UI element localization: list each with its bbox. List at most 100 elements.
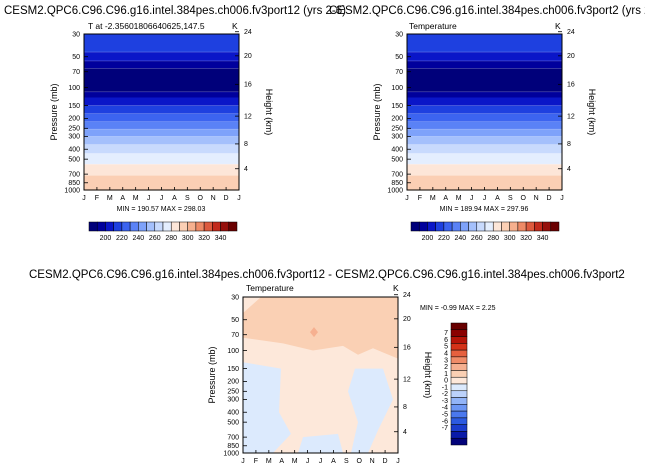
x-tick-label: S — [508, 195, 513, 202]
colorbar-swatch — [418, 221, 428, 232]
field-band — [407, 105, 562, 115]
colorbar-label: 280 — [487, 235, 499, 242]
panel-3: CESM2.QPC6.C96.C96.g16.intel.384pes.ch00… — [29, 269, 625, 465]
x-tick-label: M — [430, 195, 436, 202]
panel-3-ylabel: Pressure (mb) — [207, 346, 217, 403]
x-tick-label: M — [292, 458, 298, 465]
y-tick-label: 50 — [231, 317, 239, 324]
panel-1: CESM2.QPC6.C96.C96.g16.intel.384pes.ch00… — [4, 5, 346, 242]
y-right-tick-label: 12 — [403, 376, 411, 383]
y-tick-label: 200 — [227, 379, 239, 386]
colorbar-swatch — [450, 329, 468, 337]
colorbar-label: 200 — [422, 235, 434, 242]
y-right-tick-label: 20 — [244, 53, 252, 60]
colorbar-swatch — [435, 221, 445, 232]
colorbar-swatch — [534, 221, 543, 232]
panel-2-field — [407, 34, 562, 191]
colorbar-swatch — [468, 221, 478, 232]
y-tick-label: 700 — [68, 171, 80, 178]
colorbar-swatch — [451, 221, 461, 232]
colorbar-swatch — [450, 404, 468, 412]
y-tick-label: 100 — [68, 85, 80, 92]
field-band — [84, 129, 239, 138]
colorbar-swatch — [228, 221, 238, 232]
colorbar-swatch — [450, 397, 468, 405]
colorbar-label: 5 — [444, 344, 448, 351]
colorbar-swatch — [450, 437, 468, 446]
y-right-tick-label: 24 — [567, 29, 575, 36]
y-right-tick-label: 4 — [244, 166, 248, 173]
field-band — [407, 153, 562, 165]
field-band — [84, 144, 239, 155]
colorbar-label: 1 — [444, 371, 448, 378]
colorbar-swatch — [427, 221, 436, 232]
y-right-tick-label: 16 — [567, 82, 575, 89]
colorbar-swatch — [162, 221, 172, 232]
panel-1-units: K — [232, 21, 238, 31]
colorbar-swatch — [517, 221, 527, 232]
field-band — [84, 113, 239, 123]
y-right-tick-label: 8 — [403, 404, 407, 411]
colorbar-swatch — [525, 221, 535, 232]
x-tick-label: F — [95, 195, 99, 202]
colorbar-label: 6 — [444, 337, 448, 344]
colorbar-swatch — [113, 221, 123, 232]
colorbar-label: -6 — [442, 418, 448, 425]
colorbar-swatch — [450, 322, 468, 331]
colorbar-swatch — [492, 221, 502, 232]
colorbar-label: -5 — [442, 412, 448, 419]
x-tick-label: J — [241, 458, 245, 465]
x-tick-label: A — [279, 458, 284, 465]
y-tick-label: 100 — [227, 348, 239, 355]
y-tick-label: 250 — [68, 126, 80, 133]
panel-2-left-label: Temperature — [409, 21, 457, 31]
field-band — [407, 164, 562, 176]
field-band — [84, 121, 239, 130]
panel-2-stats: MIN = 189.94 MAX = 297.96 — [440, 206, 529, 213]
x-tick-label: A — [443, 195, 448, 202]
y-tick-label: 70 — [395, 69, 403, 76]
x-tick-label: F — [254, 458, 258, 465]
y-tick-label: 850 — [391, 180, 403, 187]
x-tick-label: O — [521, 195, 527, 202]
x-tick-label: M — [107, 195, 113, 202]
colorbar-label: 0 — [444, 378, 448, 385]
colorbar-swatch — [154, 221, 164, 232]
colorbar-swatch — [484, 221, 494, 232]
y-tick-label: 700 — [227, 434, 239, 441]
y-right-tick-label: 4 — [567, 166, 571, 173]
y-tick-label: 700 — [391, 171, 403, 178]
colorbar-label: 240 — [132, 235, 144, 242]
y-tick-label: 850 — [227, 443, 239, 450]
y-tick-label: 500 — [391, 156, 403, 163]
y-right-tick-label: 24 — [244, 29, 252, 36]
panel-3-field — [243, 297, 398, 453]
x-tick-label: O — [357, 458, 363, 465]
y-right-tick-label: 20 — [567, 53, 575, 60]
y-tick-label: 150 — [227, 366, 239, 373]
panel-3-stats: MIN = -0.99 MAX = 2.25 — [420, 305, 496, 312]
field-band — [407, 34, 562, 53]
field-band — [407, 60, 562, 69]
y-tick-label: 30 — [395, 31, 403, 38]
field-band — [84, 105, 239, 115]
y-tick-label: 400 — [68, 147, 80, 154]
colorbar-label: 300 — [182, 235, 194, 242]
colorbar-label: -4 — [442, 405, 448, 412]
colorbar-swatch — [450, 383, 468, 392]
y-tick-label: 500 — [68, 156, 80, 163]
y-right-tick-label: 24 — [403, 292, 411, 299]
y-tick-label: 150 — [391, 103, 403, 110]
colorbar-label: -2 — [442, 391, 448, 398]
field-band — [407, 121, 562, 130]
field-band — [407, 175, 562, 185]
panel-1-title: CESM2.QPC6.C96.C96.g16.intel.384pes.ch00… — [4, 5, 346, 17]
field-band — [407, 113, 562, 123]
y-tick-label: 250 — [227, 389, 239, 396]
negative-region — [298, 433, 343, 453]
field-band — [407, 52, 562, 62]
y-tick-label: 500 — [227, 419, 239, 426]
panel-1-ylabel: Pressure (mb) — [49, 83, 59, 140]
y-right-tick-label: 8 — [244, 141, 248, 148]
